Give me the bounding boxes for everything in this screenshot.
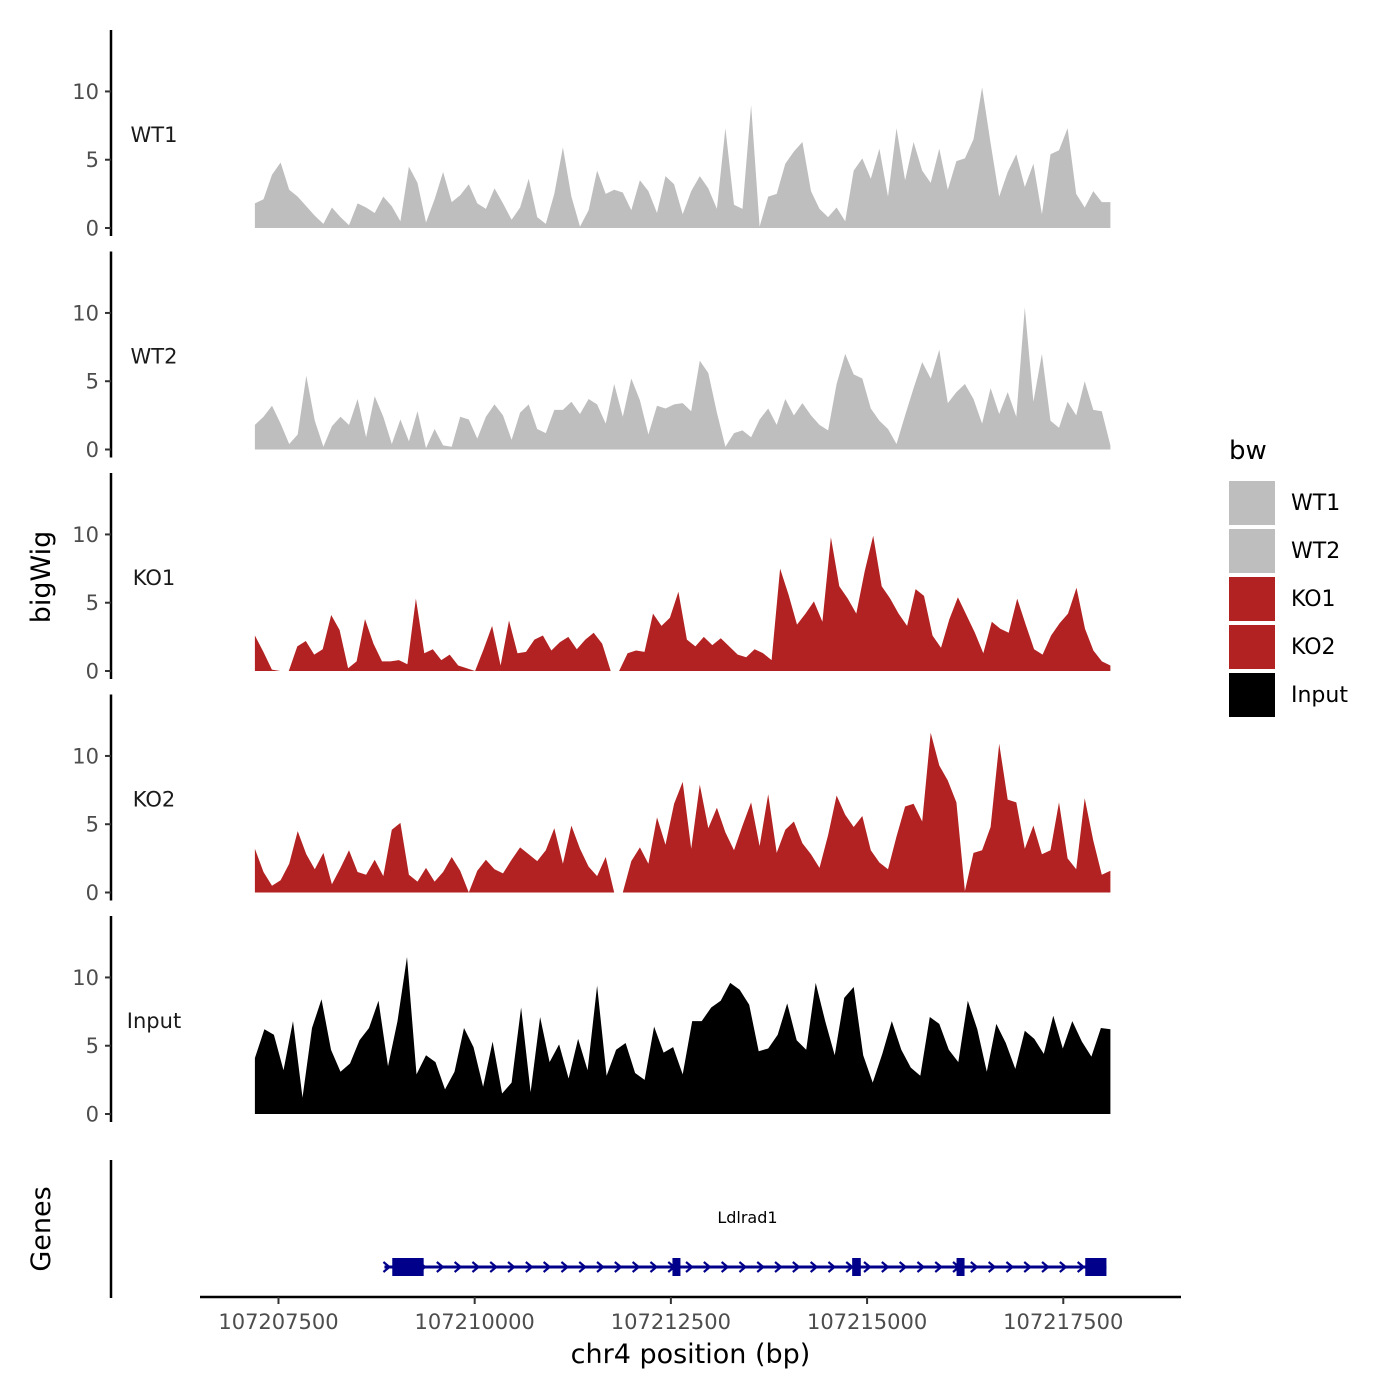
area-ko1 (254, 535, 1111, 671)
genes-track-title: Genes (26, 1186, 57, 1271)
strand-arrow (685, 1261, 694, 1273)
strand-arrow (934, 1261, 943, 1273)
strand-arrow (987, 1261, 997, 1273)
strand-arrow (703, 1261, 712, 1273)
track-label-wt1: WT1 (131, 123, 178, 147)
strand-arrow (1005, 1261, 1015, 1273)
exon (392, 1258, 424, 1276)
legend-key-ko2 (1229, 625, 1275, 669)
y-tick-label: 5 (86, 1034, 99, 1058)
y-tick-label: 5 (86, 813, 99, 837)
y-tick-label: 5 (86, 591, 99, 615)
legend-label-ko1: KO1 (1291, 587, 1336, 612)
legend-label-input: Input (1291, 683, 1348, 708)
strand-arrow (507, 1261, 516, 1273)
strand-arrow (881, 1261, 890, 1273)
legend-key-wt2 (1229, 529, 1275, 573)
area-ko2 (254, 732, 1111, 893)
genes-track: Genes Ldlrad1 (26, 1160, 1107, 1298)
exon (1085, 1258, 1107, 1276)
legend-title: bw (1229, 436, 1267, 466)
x-tick-label: 107207500 (218, 1310, 338, 1334)
track-ko2: 0 5 10 KO2 (72, 694, 1111, 905)
strand-arrow (774, 1261, 783, 1273)
gene-name: Ldlrad1 (717, 1208, 777, 1227)
strand-arrow (560, 1261, 570, 1273)
y-tick-label: 0 (86, 881, 99, 905)
legend-key-ko1 (1229, 577, 1275, 621)
strand-arrow (596, 1261, 605, 1273)
strand-arrow (916, 1261, 926, 1273)
track-ko1: 0 5 10 KO1 (72, 473, 1111, 684)
y-tick-label: 10 (72, 523, 99, 547)
area-wt2 (254, 307, 1111, 450)
track-label-input: Input (127, 1009, 181, 1033)
strand-arrow (631, 1261, 641, 1273)
strand-arrow (898, 1261, 908, 1273)
strand-arrow (614, 1261, 623, 1273)
strand-arrow (1023, 1261, 1032, 1273)
exon (852, 1258, 861, 1276)
y-axis-title: bigWig (26, 531, 57, 624)
x-tick-label: 107210000 (415, 1310, 535, 1334)
strand-arrow (827, 1261, 837, 1273)
strand-arrow (471, 1261, 481, 1273)
track-input: 0 5 10 Input (72, 916, 1111, 1127)
legend-label-wt2: WT2 (1291, 539, 1340, 564)
y-tick-label: 5 (86, 370, 99, 394)
strand-arrow (970, 1261, 979, 1273)
strand-arrow (649, 1261, 659, 1273)
strand-arrow (863, 1261, 872, 1273)
track-label-wt2: WT2 (131, 345, 178, 369)
y-tick-label: 0 (86, 438, 99, 462)
strand-arrow (792, 1261, 801, 1273)
strand-arrow (382, 1261, 392, 1273)
area-input (254, 957, 1111, 1114)
strand-arrow (809, 1261, 819, 1273)
strand-arrow (1059, 1261, 1068, 1273)
bigwig-tracks: 0 5 10 WT1 0 5 10 WT2 0 5 10 KO1 0 5 10 KO2 0 5 10 Input (72, 30, 1111, 1127)
exon (672, 1258, 681, 1276)
strand-arrow (720, 1261, 730, 1273)
strand-arrow (756, 1261, 765, 1273)
x-axis: 107207500 107210000 107212500 107215000 1072… (200, 1295, 1181, 1334)
strand-arrow (453, 1261, 463, 1273)
exon (956, 1258, 965, 1276)
strand-arrow (525, 1261, 534, 1273)
track-wt2: 0 5 10 WT2 (72, 251, 1111, 462)
strand-arrow (489, 1261, 498, 1273)
y-tick-label: 0 (86, 660, 99, 684)
y-tick-label: 5 (86, 148, 99, 172)
track-label-ko2: KO2 (133, 788, 176, 812)
strand-arrow (542, 1261, 552, 1273)
y-tick-label: 10 (72, 966, 99, 990)
legend-key-wt1 (1229, 481, 1275, 525)
y-tick-label: 10 (72, 301, 99, 325)
strand-arrow (578, 1261, 587, 1273)
area-wt1 (254, 87, 1111, 229)
legend-key-input (1229, 673, 1275, 717)
y-tick-label: 0 (86, 1103, 99, 1127)
legend: bw WT1 WT2 KO1 KO2 Input (1229, 436, 1348, 717)
y-tick-label: 10 (72, 80, 99, 104)
y-tick-label: 10 (72, 744, 99, 768)
track-label-ko1: KO1 (133, 566, 176, 590)
track-wt1: 0 5 10 WT1 (72, 30, 1111, 241)
legend-label-wt1: WT1 (1291, 491, 1340, 516)
x-axis-title: chr4 position (bp) (571, 1339, 811, 1370)
strand-arrow (1041, 1261, 1050, 1273)
strand-arrow (436, 1261, 445, 1273)
x-tick-label: 107217500 (1003, 1310, 1123, 1334)
y-tick-label: 0 (86, 217, 99, 241)
legend-label-ko2: KO2 (1291, 635, 1336, 660)
strand-arrow (1076, 1261, 1086, 1273)
strand-arrow (738, 1261, 748, 1273)
x-tick-label: 107212500 (611, 1310, 731, 1334)
x-tick-label: 107215000 (807, 1310, 927, 1334)
